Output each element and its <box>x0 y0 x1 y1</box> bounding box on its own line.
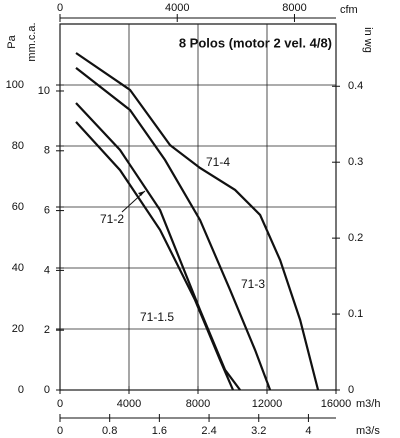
y-tick-label: 40 <box>12 262 24 274</box>
x2-tick-label: 0.8 <box>102 425 117 437</box>
y3-tick-label: 0 <box>44 384 50 396</box>
y-tick-label: 20 <box>12 323 24 335</box>
x2-tick-label: 4 <box>305 425 311 437</box>
curve <box>75 52 320 391</box>
x-tick-label: 4000 <box>117 398 141 410</box>
x3-axis-label: cfm <box>340 4 358 16</box>
x-tick-label: 8000 <box>186 398 210 410</box>
curve-label: 71-2 <box>100 212 124 226</box>
x-tick-label: 0 <box>57 398 63 410</box>
curve-label: 71-1.5 <box>140 310 174 324</box>
y3-tick-label: 10 <box>38 85 50 97</box>
y3-tick-label: 2 <box>44 324 50 336</box>
y3-tick-label: 8 <box>44 145 50 157</box>
curve <box>75 121 235 391</box>
y-axis-label: Pa <box>6 34 18 48</box>
curve-label: 71-4 <box>206 155 230 169</box>
y-tick-label: 60 <box>12 201 24 213</box>
x3-tick-label: 8000 <box>282 2 306 14</box>
x2-axis-label: m3/s <box>356 425 380 437</box>
x-tick-label: 12000 <box>252 398 283 410</box>
y3-tick-label: 6 <box>44 204 50 216</box>
x-axis-label: m3/h <box>356 398 380 410</box>
y2-axis-label: in wg <box>362 27 374 53</box>
y-tick-label: 100 <box>6 79 24 91</box>
y2-tick-label: 0.4 <box>348 80 363 92</box>
title-box <box>164 32 334 54</box>
pointer-head <box>138 191 145 196</box>
y2-tick-label: 0.3 <box>348 156 363 168</box>
x2-tick-label: 2.4 <box>201 425 216 437</box>
y2-tick-label: 0.1 <box>348 308 363 320</box>
y2-tick-label: 0.2 <box>348 232 363 244</box>
chart-title: 8 Polos (motor 2 vel. 4/8) <box>179 35 332 50</box>
curve-label: 71-3 <box>241 277 265 291</box>
x3-tick-label: 0 <box>57 2 63 14</box>
curve <box>75 67 272 391</box>
x2-tick-label: 3.2 <box>251 425 266 437</box>
x2-tick-label: 0 <box>57 425 63 437</box>
curve <box>75 102 241 391</box>
y3-tick-label: 4 <box>44 264 50 276</box>
y-tick-label: 80 <box>12 140 24 152</box>
x2-tick-label: 1.6 <box>152 425 167 437</box>
y3-axis-label: mm.c.a. <box>26 22 38 61</box>
x-tick-label: 16000 <box>321 398 352 410</box>
x3-tick-label: 4000 <box>165 2 189 14</box>
y2-tick-label: 0 <box>348 384 354 396</box>
y-tick-label: 0 <box>18 384 24 396</box>
